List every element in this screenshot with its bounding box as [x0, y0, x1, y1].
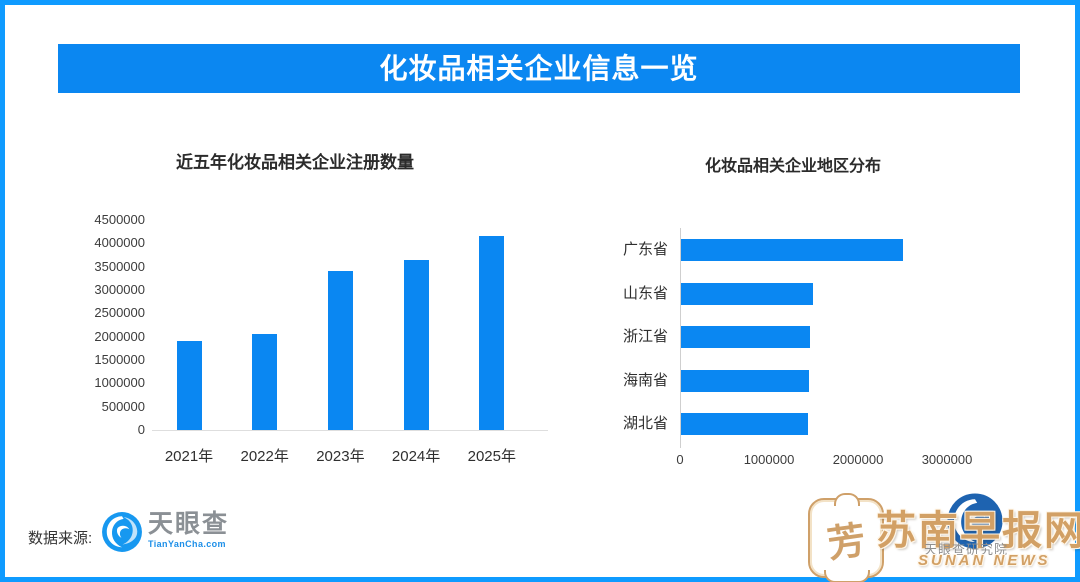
y-axis-category-label: 湖北省: [622, 415, 668, 432]
watermark-site-name: 苏南早报网: [876, 507, 1080, 554]
y-axis-category-label: 山东省: [622, 284, 668, 302]
page-title: 化妆品相关企业信息一览: [379, 53, 699, 84]
x-axis-category-label: 2024年: [391, 448, 441, 465]
x-axis-category-label: 2025年: [467, 448, 516, 465]
y-axis-tick-label: 2500000: [94, 305, 145, 321]
bar-2023年: [327, 271, 353, 430]
bar-2025年: [479, 236, 505, 430]
tianyancha-wordmark: 天眼查 TianYanCha.com: [148, 510, 230, 550]
y-axis-tick-label: 4000000: [94, 235, 145, 251]
y-axis-category-label: 浙江省: [622, 328, 668, 345]
right-chart-title: 化妆品相关企业地区分布: [705, 158, 882, 175]
bar-2022年: [252, 334, 278, 430]
bar-湖北省: [681, 413, 808, 435]
tianyancha-domain: TianYanCha.com: [148, 539, 226, 549]
x-axis-line: [152, 430, 548, 431]
tianyancha-swirl-icon: [102, 512, 142, 552]
y-axis-tick-label: 2000000: [94, 328, 145, 344]
y-axis-tick-label: 3500000: [94, 258, 145, 274]
x-axis-tick-label: 0: [676, 452, 684, 467]
tianyancha-swirl-icon: [947, 493, 1003, 549]
seal-calligraphy-glyph: 芳: [824, 516, 869, 566]
bar-山东省: [681, 282, 813, 305]
y-axis-tick-label: 0: [137, 421, 145, 437]
bar-2021年: [176, 341, 202, 430]
sunan-seal-emblem: 芳: [808, 493, 884, 582]
x-axis-tick-label: 2000000: [832, 452, 884, 467]
bar-2024年: [403, 260, 429, 430]
y-axis-tick-label: 1000000: [94, 375, 145, 391]
x-axis-tick-label: 3000000: [921, 452, 973, 467]
y-axis-category-label: 广东省: [622, 241, 668, 258]
region-bar-chart: 广东省山东省浙江省海南省湖北省 0 1000000 2000000 3000000: [600, 225, 1040, 475]
x-axis-category-label: 2023年: [316, 448, 365, 465]
tianyancha-logo: 天眼查 TianYanCha.com: [101, 511, 229, 553]
y-axis-tick-label: 3000000: [94, 281, 145, 297]
watermark-research-label: 天眼查研究院: [924, 542, 1009, 557]
x-axis-tick-label: 1000000: [743, 452, 795, 467]
y-axis-line: [680, 228, 681, 448]
y-axis-tick-label: 4500000: [94, 212, 145, 227]
bar-浙江省: [681, 326, 810, 348]
tianyancha-name: 天眼查: [148, 510, 230, 538]
bar-广东省: [681, 239, 903, 261]
registrations-bar-chart: 4500000 4000000 3500000 3000000 2500000 20000…: [70, 205, 560, 470]
y-axis-tick-label: 1500000: [94, 351, 145, 367]
x-axis-category-label: 2022年: [240, 448, 289, 465]
header-banner: 化妆品相关企业信息一览: [58, 44, 1020, 93]
sunan-news-watermark: 芳 苏南早报网 天眼查研究院 SUNAN NEWS: [800, 492, 1080, 582]
bar-海南省: [681, 369, 809, 392]
watermark-site-name-en: SUNAN NEWS: [918, 552, 1051, 569]
data-source-label: 数据来源:: [28, 530, 93, 547]
left-chart-title: 近五年化妆品相关企业注册数量: [176, 153, 414, 172]
y-axis-category-label: 海南省: [622, 371, 668, 389]
x-axis-category-label: 2021年: [164, 448, 214, 465]
y-axis-tick-label: 500000: [101, 398, 145, 414]
